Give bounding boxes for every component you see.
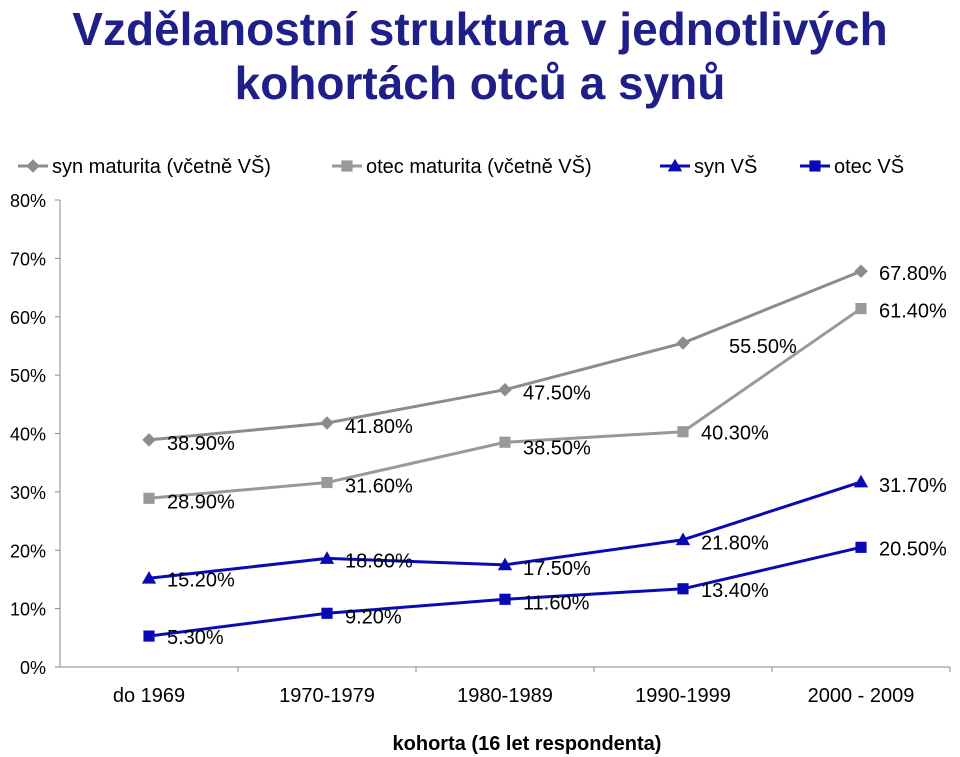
y-tick-label: 70% (10, 249, 46, 269)
x-tick-label: 1970-1979 (279, 685, 375, 707)
data-point (498, 382, 512, 397)
data-point (675, 532, 691, 546)
data-point (855, 302, 867, 315)
data-point (499, 436, 511, 448)
data-label: 31.70% (879, 475, 947, 497)
data-point (854, 264, 868, 278)
data-label: 18.60% (345, 550, 413, 572)
plot-area: 38.90% 41.80% 47.50% 55.50% 67.80% 28.90% 31.6… (141, 263, 947, 649)
y-axis: 0% 10% 20% 30% 40% 50% 60% 70% 80% (10, 191, 61, 678)
data-point (142, 433, 156, 447)
legend-label: otec VŠ (834, 155, 904, 178)
data-label: 38.90% (167, 433, 235, 455)
data-label: 55.50% (729, 336, 797, 358)
y-tick-label: 30% (10, 483, 46, 503)
data-label: 5.30% (167, 627, 224, 649)
data-label: 41.80% (345, 416, 413, 438)
x-tick-label: do 1969 (113, 685, 185, 707)
legend-label: syn VŠ (694, 155, 757, 178)
y-tick-label: 20% (10, 541, 46, 561)
x-axis: do 1969 1970-1979 1980-1989 1990-1999 2000 -… (60, 666, 951, 707)
data-point (497, 557, 513, 571)
data-point (499, 593, 511, 605)
data-label: 67.80% (879, 263, 947, 285)
x-tick-label: 1980-1989 (457, 685, 553, 707)
data-label: 15.20% (167, 569, 235, 591)
x-tick-label: 2000 - 2009 (808, 685, 915, 707)
legend-marker (667, 158, 683, 172)
data-point (319, 551, 335, 564)
y-tick-label: 0% (20, 658, 46, 678)
data-label: 9.20% (345, 606, 402, 628)
data-point (677, 583, 689, 595)
legend-marker (341, 160, 353, 172)
legend-item-4: otec VŠ (800, 155, 904, 178)
y-tick-label: 60% (10, 308, 46, 328)
data-point (853, 474, 869, 488)
data-label: 28.90% (167, 491, 235, 513)
data-label: 61.40% (879, 301, 947, 323)
data-point (855, 541, 867, 553)
series-3: 15.20% 18.60% 17.50% 21.80% 31.70% (141, 474, 947, 591)
legend-marker (26, 159, 40, 173)
data-label: 11.60% (523, 592, 590, 614)
data-point (141, 571, 157, 584)
legend: syn maturita (včetně VŠ) otec maturita (v… (18, 155, 904, 178)
legend-marker (809, 160, 821, 172)
y-tick-label: 10% (10, 600, 46, 620)
x-axis-title: kohorta (16 let respondenta) (393, 733, 662, 755)
data-label: 40.30% (701, 423, 769, 445)
data-point (320, 416, 334, 430)
data-label: 47.50% (523, 383, 591, 405)
data-point (321, 607, 333, 619)
series-2: 28.90% 31.60% 38.50% 40.30% 61.40% (143, 301, 947, 513)
y-tick-label: 40% (10, 425, 46, 445)
data-label: 20.50% (879, 538, 947, 560)
data-label: 17.50% (523, 558, 591, 580)
y-tick-label: 80% (10, 191, 46, 211)
legend-item-1: syn maturita (včetně VŠ) (18, 155, 271, 178)
data-label: 31.60% (345, 476, 413, 498)
series-1: 38.90% 41.80% 47.50% 55.50% 67.80% (142, 263, 947, 455)
legend-item-2: otec maturita (včetně VŠ) (332, 155, 592, 178)
legend-item-3: syn VŠ (660, 155, 757, 178)
data-label: 38.50% (523, 437, 591, 459)
data-point (676, 336, 690, 350)
chart-title: Vzdělanostní struktura v jednotlivých ko… (72, 3, 888, 109)
x-tick-label: 1990-1999 (635, 685, 731, 707)
data-label: 13.40% (701, 580, 769, 602)
data-point (677, 426, 689, 438)
data-point (143, 492, 155, 504)
data-point (321, 476, 333, 489)
legend-label: syn maturita (včetně VŠ) (52, 155, 271, 178)
legend-label: otec maturita (včetně VŠ) (366, 155, 592, 178)
data-label: 21.80% (701, 533, 769, 555)
data-point (143, 630, 155, 642)
y-tick-label: 50% (10, 366, 46, 386)
series-4: 5.30% 9.20% 11.60% 13.40% 20.50% (143, 538, 947, 649)
